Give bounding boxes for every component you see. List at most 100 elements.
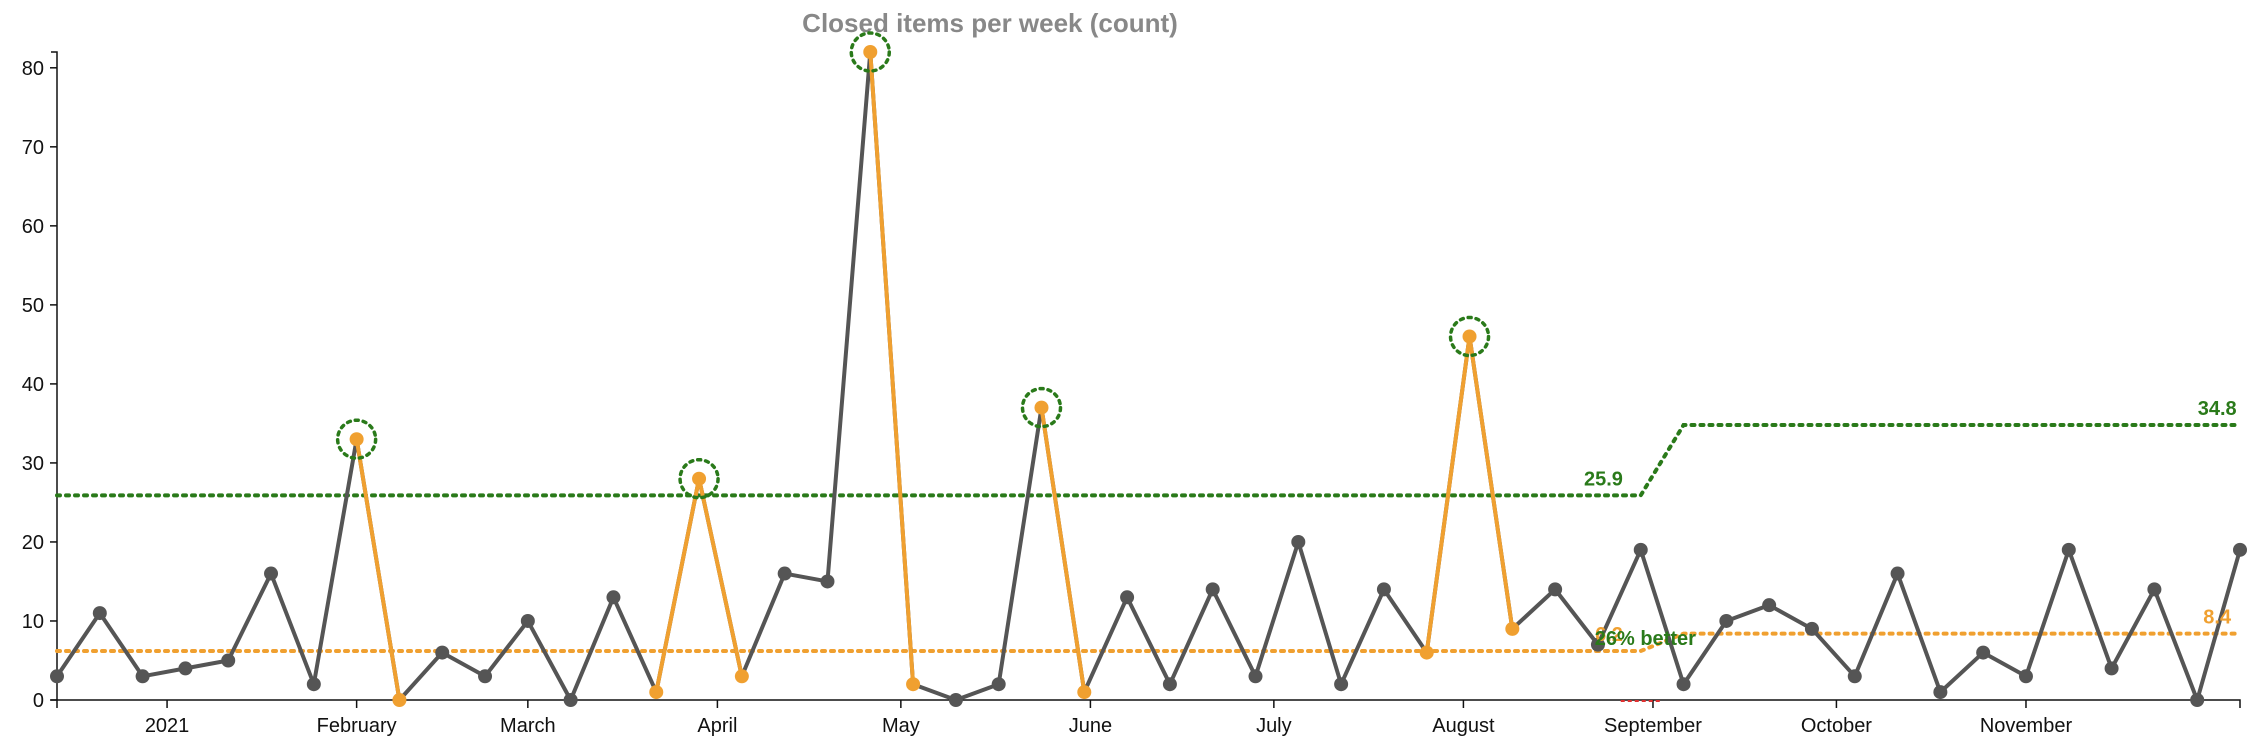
baseline-reference-line	[55, 422, 2242, 498]
data-point	[1334, 677, 1349, 692]
data-point	[306, 677, 321, 692]
x-tick-label: July	[1256, 715, 1292, 737]
data-point	[2104, 661, 2119, 676]
data-point	[2233, 542, 2247, 557]
x-tick-label: September	[1604, 715, 1702, 737]
data-point	[820, 574, 835, 589]
data-point	[1590, 637, 1605, 652]
series-line	[55, 50, 2242, 702]
data-point	[2018, 669, 2033, 684]
x-tick-label: August	[1432, 715, 1495, 737]
data-point	[1633, 542, 1648, 557]
chart-title: Closed items per week (count)	[802, 8, 1178, 38]
peak-circle	[678, 457, 720, 500]
highlight-segment	[1467, 334, 1515, 631]
data-point	[2061, 542, 2076, 557]
data-point	[1847, 669, 1862, 684]
data-point	[1548, 582, 1563, 597]
data-point	[1804, 621, 1819, 636]
reference-value-label: 6.2	[1595, 624, 1623, 646]
data-series	[50, 45, 2247, 707]
highlighted-data-point	[1505, 621, 1520, 636]
highlighted-data-point	[1419, 645, 1434, 660]
data-point	[1376, 582, 1391, 597]
x-tick-label: November	[1980, 715, 2073, 737]
y-axis: 0 10 20 30 40 50 60 70 80	[22, 51, 58, 712]
data-point	[1291, 534, 1306, 549]
highlighted-data-point	[1077, 685, 1092, 700]
x-tick-label: 2021	[145, 715, 190, 737]
highlight-segment	[1424, 334, 1472, 655]
data-point	[777, 566, 792, 581]
highlight-segment	[354, 437, 402, 702]
highlight-segment	[868, 50, 916, 687]
data-point	[1933, 685, 1948, 700]
data-point	[520, 613, 535, 628]
y-tick-label: 80	[22, 58, 44, 80]
y-tick-label: 40	[22, 374, 44, 396]
data-point	[1890, 566, 1905, 581]
improvement-annotation: 26% better	[1595, 628, 1696, 650]
peak-circles	[335, 31, 1491, 500]
data-point	[135, 669, 150, 684]
y-axis-line	[51, 51, 58, 701]
secondary-reference-line	[55, 631, 2242, 654]
highlighted-data-point	[692, 471, 707, 486]
data-point	[1762, 598, 1777, 613]
data-point	[1205, 582, 1220, 597]
x-tick-label: May	[882, 715, 920, 737]
data-point	[1719, 613, 1734, 628]
y-tick-label: 60	[22, 216, 44, 238]
reference-value-label: 34.8	[2198, 398, 2237, 420]
highlighted-data-point	[392, 693, 407, 707]
highlighted-data-point	[1034, 400, 1049, 415]
data-point	[1676, 677, 1691, 692]
y-tick-label: 70	[22, 137, 44, 159]
data-point	[221, 653, 236, 668]
x-axis-line	[56, 699, 2241, 708]
highlighted-data-point	[863, 45, 878, 59]
data-point	[1248, 669, 1263, 684]
data-point	[2147, 582, 2162, 597]
x-axis: 2021 February March April May June July August S…	[56, 699, 2241, 737]
annotation-labels: 25.9 34.8 6.2 8.4 26% better	[1584, 398, 2237, 650]
highlighted-data-point	[649, 685, 664, 700]
data-point	[563, 693, 578, 707]
x-tick-label: April	[697, 715, 737, 737]
highlighted-data-point	[1462, 329, 1477, 344]
peak-circle	[1020, 386, 1063, 429]
highlight-segment	[654, 476, 702, 695]
peak-circle	[849, 31, 892, 73]
data-point	[92, 606, 107, 621]
highlighted-data-point	[349, 432, 364, 447]
peak-circle	[335, 418, 378, 460]
highlight-segment	[1039, 405, 1087, 695]
data-point	[1976, 645, 1991, 660]
x-tick-label: October	[1801, 715, 1872, 737]
peak-circle	[1448, 315, 1491, 358]
data-point	[2190, 693, 2205, 707]
reference-value-label: 25.9	[1584, 468, 1623, 490]
highlighted-data-point	[734, 669, 749, 684]
x-tick-label: March	[500, 715, 556, 737]
y-tick-label: 20	[22, 532, 44, 554]
data-point	[435, 645, 450, 660]
data-point	[1120, 590, 1135, 605]
y-tick-label: 30	[22, 453, 44, 475]
data-point	[50, 669, 64, 684]
data-point	[478, 669, 493, 684]
y-tick-label: 0	[33, 690, 44, 712]
data-point	[948, 693, 963, 707]
y-tick-label: 10	[22, 611, 44, 633]
reference-lines	[55, 422, 2242, 654]
reference-value-label: 8.4	[2203, 607, 2232, 629]
data-point	[606, 590, 621, 605]
data-point	[178, 661, 193, 676]
data-point	[991, 677, 1006, 692]
data-point	[264, 566, 279, 581]
y-tick-label: 50	[22, 295, 44, 317]
x-tick-label: June	[1069, 715, 1112, 737]
x-tick-label: February	[317, 715, 397, 737]
highlighted-data-point	[906, 677, 921, 692]
